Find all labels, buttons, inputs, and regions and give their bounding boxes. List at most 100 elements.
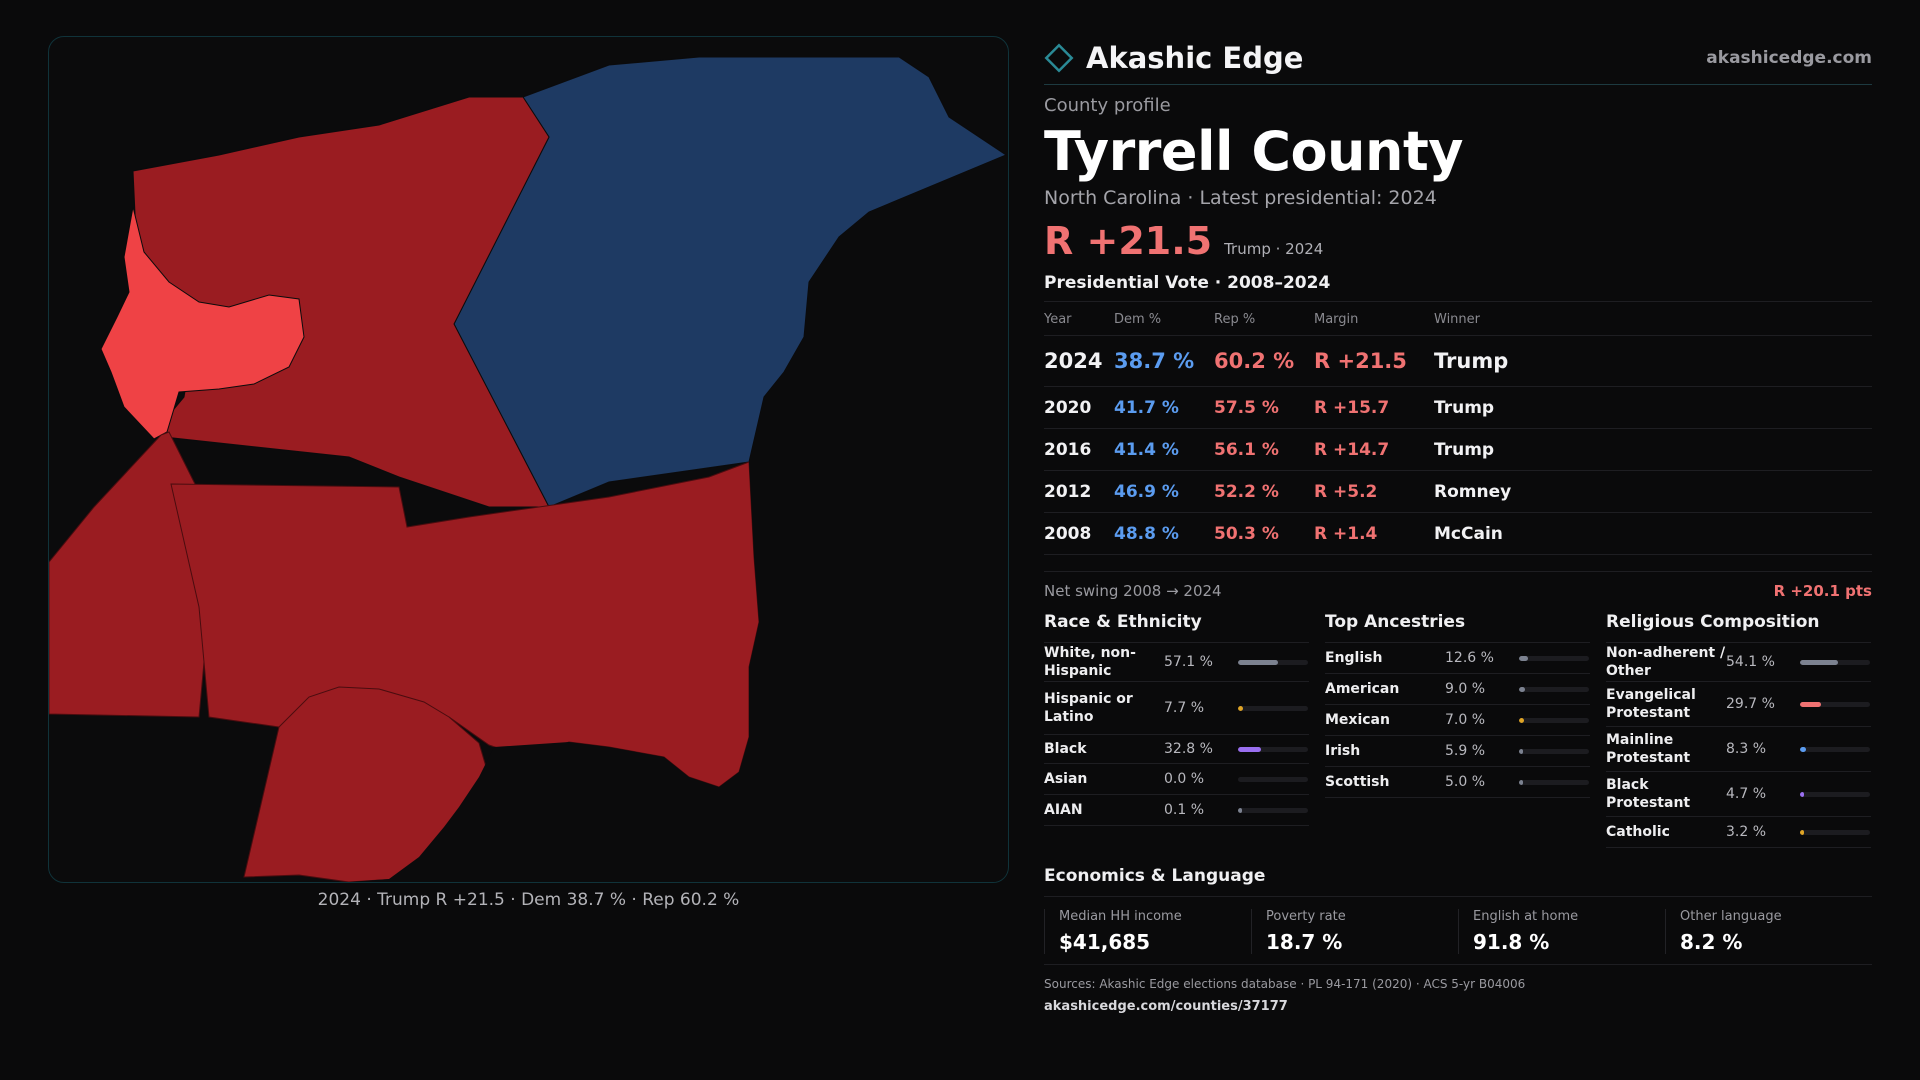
demographic-pct: 8.3 % [1726, 741, 1767, 758]
demographic-pct: 7.7 % [1164, 700, 1205, 717]
col-margin: Margin [1314, 301, 1434, 337]
map-water [349, 155, 1006, 882]
net-swing: Net swing 2008 → 2024 R +20.1 pts [1044, 571, 1872, 600]
brand[interactable]: Akashic Edge [1044, 41, 1303, 75]
stat-english-at-home: English at home 91.8 % [1458, 909, 1665, 955]
demographic-row: Black Protestant 4.7 % [1606, 772, 1871, 818]
demographic-name: Asian [1044, 771, 1088, 788]
row-winner: Romney [1434, 470, 1872, 514]
demographic-row: Hispanic or Latino 7.7 % [1044, 682, 1309, 736]
demographics: Race & Ethnicity White, non-Hispanic 57.1 … [1044, 612, 1872, 849]
stat-label: Other language [1680, 909, 1782, 925]
row-margin: R +15.7 [1314, 386, 1434, 430]
sources: Sources: Akashic Edge elections database… [1044, 977, 1526, 992]
map-caption: 2024 · Trump R +21.5 · Dem 38.7 % · Rep … [317, 890, 740, 910]
demographic-bar-fill [1800, 701, 1821, 707]
table-row: 2020 41.7 % 57.5 % R +15.7 Trump [1044, 386, 1872, 430]
demographic-pct: 57.1 % [1164, 654, 1213, 671]
demographic-bar-fill [1800, 829, 1804, 835]
demographic-pct: 29.7 % [1726, 696, 1775, 713]
demographic-bar-fill [1800, 746, 1806, 752]
demographic-name: White, non-Hispanic [1044, 645, 1136, 680]
demographic-bar [1519, 779, 1589, 785]
demographic-row: Black 32.8 % [1044, 735, 1309, 765]
col-winner: Winner [1434, 301, 1872, 337]
demographic-row: Irish 5.9 % [1325, 736, 1590, 768]
demographic-name: Evangelical Protestant [1606, 687, 1696, 722]
demographic-row: White, non-Hispanic 57.1 % [1044, 643, 1309, 683]
economics-title: Economics & Language [1044, 866, 1872, 898]
demographic-name: Scottish [1325, 774, 1390, 791]
county-map-svg [49, 56, 1008, 882]
demographic-row: Non-adherent / Other 54.1 % [1606, 643, 1871, 683]
stat-poverty-rate: Poverty rate 18.7 % [1251, 909, 1458, 955]
demographic-row: Catholic 3.2 % [1606, 817, 1871, 849]
county-profile-panel: Akashic Edge akashicedge.com County prof… [1044, 36, 1872, 1014]
demographic-row: AIAN 0.1 % [1044, 795, 1309, 827]
demographic-bar [1800, 659, 1870, 665]
demographic-bar-fill [1519, 655, 1528, 661]
row-winner: McCain [1434, 512, 1872, 556]
demographic-bar [1800, 791, 1870, 797]
header: Akashic Edge akashicedge.com [1044, 36, 1872, 85]
row-winner: Trump [1434, 428, 1872, 472]
demographic-column-title: Religious Composition [1606, 612, 1871, 644]
brand-name: Akashic Edge [1086, 41, 1304, 75]
demographic-name: American [1325, 681, 1400, 698]
demographic-column: Top Ancestries English 12.6 % American 9.0 %… [1325, 612, 1590, 848]
demographic-pct: 9.0 % [1445, 681, 1486, 698]
demographic-bar [1238, 746, 1308, 752]
diamond-logo-icon [1044, 43, 1074, 73]
demographic-bar-fill [1238, 705, 1244, 711]
row-dem: 46.9 % [1114, 470, 1214, 514]
site-link[interactable]: akashicedge.com [1706, 48, 1872, 68]
row-dem: 41.4 % [1114, 428, 1214, 472]
county-map[interactable] [48, 36, 1009, 883]
stat-value: 91.8 % [1473, 930, 1550, 955]
stat-label: Median HH income [1059, 909, 1182, 925]
table-row: 2024 38.7 % 60.2 % R +21.5 Trump [1044, 335, 1872, 388]
demographic-pct: 4.7 % [1726, 786, 1767, 803]
row-winner: Trump [1434, 386, 1872, 430]
page-title: Tyrrell County [1044, 120, 1463, 183]
net-swing-value: R +20.1 pts [1773, 582, 1872, 601]
demographic-bar [1800, 746, 1870, 752]
row-year: 2008 [1044, 512, 1114, 556]
map-precinct-rep-west[interactable] [100, 206, 305, 440]
demographic-name: Mainline Protestant [1606, 732, 1691, 767]
county-url[interactable]: akashicedge.com/counties/37177 [1044, 999, 1288, 1015]
table-row: 2012 46.9 % 52.2 % R +5.2 Romney [1044, 470, 1872, 514]
demographic-bar-fill [1519, 686, 1526, 692]
demographic-row: American 9.0 % [1325, 674, 1590, 706]
stat-other-language: Other language 8.2 % [1665, 909, 1872, 955]
demographic-name: Catholic [1606, 824, 1670, 841]
row-margin: R +21.5 [1314, 335, 1434, 388]
col-dem: Dem % [1114, 301, 1214, 337]
row-year: 2020 [1044, 386, 1114, 430]
demographic-pct: 7.0 % [1445, 712, 1486, 729]
demographic-column-title: Top Ancestries [1325, 612, 1590, 644]
demographic-bar-fill [1519, 748, 1524, 754]
row-rep: 56.1 % [1214, 428, 1314, 472]
map-precinct-rep-southwest[interactable] [49, 431, 210, 718]
demographic-row: Mexican 7.0 % [1325, 705, 1590, 737]
demographic-bar [1238, 705, 1308, 711]
row-rep: 57.5 % [1214, 386, 1314, 430]
demographic-pct: 5.9 % [1445, 743, 1486, 760]
row-margin: R +1.4 [1314, 512, 1434, 556]
table-row: 2008 48.8 % 50.3 % R +1.4 McCain [1044, 512, 1872, 556]
demographic-column: Religious Composition Non-adherent / Othe… [1606, 612, 1871, 849]
row-rep: 60.2 % [1214, 335, 1314, 388]
demographic-bar [1800, 829, 1870, 835]
row-dem: 48.8 % [1114, 512, 1214, 556]
demographic-bar-fill [1519, 779, 1523, 785]
row-dem: 41.7 % [1114, 386, 1214, 430]
demographic-pct: 5.0 % [1445, 774, 1486, 791]
demographic-bar-fill [1238, 659, 1278, 665]
demographic-pct: 0.1 % [1164, 802, 1205, 819]
demographic-name: Hispanic or Latino [1044, 691, 1133, 726]
demographic-bar-fill [1238, 746, 1261, 752]
stat-median-income: Median HH income $41,685 [1044, 909, 1251, 955]
demographic-bar [1519, 717, 1589, 723]
col-rep: Rep % [1214, 301, 1314, 337]
